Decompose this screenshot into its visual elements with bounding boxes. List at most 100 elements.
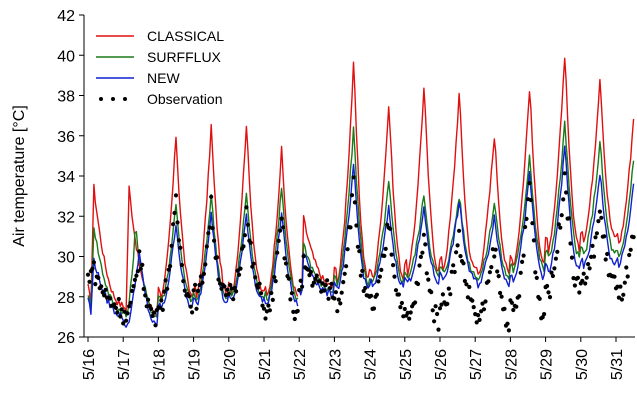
observation-point — [553, 256, 559, 261]
observation-point — [452, 269, 457, 275]
observation-point — [178, 245, 183, 250]
observation-point — [440, 292, 445, 297]
observation-point — [181, 279, 186, 284]
observation-point — [107, 296, 113, 301]
observation-point — [153, 323, 158, 328]
observation-point — [305, 267, 311, 272]
observation-point — [266, 303, 271, 308]
observation-point — [201, 271, 206, 276]
observation-point — [407, 316, 412, 321]
observation-point — [125, 311, 130, 316]
observation-point — [159, 298, 164, 303]
observation-point — [116, 296, 121, 302]
observation-point — [276, 238, 281, 243]
observation-point — [232, 285, 237, 290]
observation-point — [263, 316, 268, 321]
observation-point — [168, 264, 173, 269]
y-tick-label: 32 — [57, 209, 75, 226]
x-tick-label: 5/23 — [327, 349, 344, 380]
observation-point — [270, 297, 275, 302]
observation-point — [91, 260, 96, 265]
observation-point — [215, 255, 220, 260]
observation-point — [281, 225, 286, 230]
observation-point — [163, 278, 168, 283]
observation-point — [523, 224, 528, 230]
x-tick-label: 5/27 — [468, 349, 485, 380]
observation-point — [360, 268, 365, 273]
observation-point — [426, 277, 431, 282]
observation-point — [599, 215, 604, 220]
observation-point — [273, 279, 278, 284]
x-tick-label: 5/18 — [151, 349, 168, 380]
observation-point — [140, 262, 145, 267]
observation-point — [580, 278, 585, 283]
observation-point — [518, 270, 523, 275]
observation-point — [506, 328, 511, 333]
observation-point — [413, 300, 418, 305]
observation-point — [298, 278, 303, 283]
x-tick-label: 5/28 — [503, 349, 520, 380]
observation-point — [417, 263, 422, 268]
observation-point — [169, 243, 174, 248]
observation-point — [171, 222, 176, 227]
observation-point — [520, 259, 525, 264]
observation-point — [612, 274, 617, 279]
observation-point — [602, 234, 607, 239]
observation-point — [269, 290, 274, 296]
observation-point — [137, 249, 142, 254]
observation-point — [433, 304, 438, 309]
observation-point — [616, 295, 622, 300]
observation-point — [546, 290, 551, 295]
observation-point — [190, 310, 195, 315]
observation-point — [326, 296, 331, 301]
observation-point — [627, 252, 632, 258]
observation-point — [622, 280, 627, 285]
observation-point — [325, 278, 330, 283]
observation-point — [462, 278, 467, 284]
x-tick-label: 5/16 — [81, 349, 98, 380]
observation-point — [420, 250, 425, 255]
observation-point — [87, 279, 92, 284]
observation-point — [267, 308, 272, 313]
observation-point — [138, 266, 143, 271]
observation-point — [292, 316, 297, 322]
observation-point — [470, 298, 475, 303]
observation-point — [492, 254, 497, 259]
observation-point — [289, 291, 294, 296]
observation-point — [564, 190, 569, 195]
x-tick-label: 5/29 — [539, 349, 556, 380]
observation-point — [489, 265, 494, 270]
series-new — [87, 145, 635, 328]
observation-point — [335, 309, 340, 314]
observation-point — [415, 281, 421, 287]
observation-point — [572, 283, 578, 288]
observation-point — [113, 305, 118, 310]
observation-point — [244, 205, 249, 210]
observation-point — [166, 267, 171, 272]
observation-point — [430, 308, 435, 313]
observation-point — [502, 306, 507, 311]
observation-point — [477, 317, 482, 322]
observation-point — [348, 225, 353, 230]
observation-point — [596, 219, 601, 224]
observation-point — [179, 262, 184, 268]
observation-point — [307, 273, 312, 278]
observation-point — [261, 306, 267, 311]
observation-point — [558, 225, 563, 230]
observation-point — [393, 288, 399, 293]
observation-point — [295, 308, 300, 314]
y-tick-label: 36 — [57, 129, 75, 146]
observation-point — [194, 306, 199, 311]
observation-point — [511, 307, 516, 313]
observation-point — [112, 302, 117, 307]
observation-point — [568, 241, 573, 246]
observation-point — [238, 266, 243, 271]
y-tick-label: 40 — [57, 48, 75, 65]
observation-point — [176, 238, 181, 243]
observation-point — [187, 294, 192, 299]
observation-point — [631, 235, 636, 240]
x-tick-label: 5/31 — [609, 349, 626, 380]
observation-point — [581, 271, 586, 276]
observation-point — [225, 287, 230, 292]
